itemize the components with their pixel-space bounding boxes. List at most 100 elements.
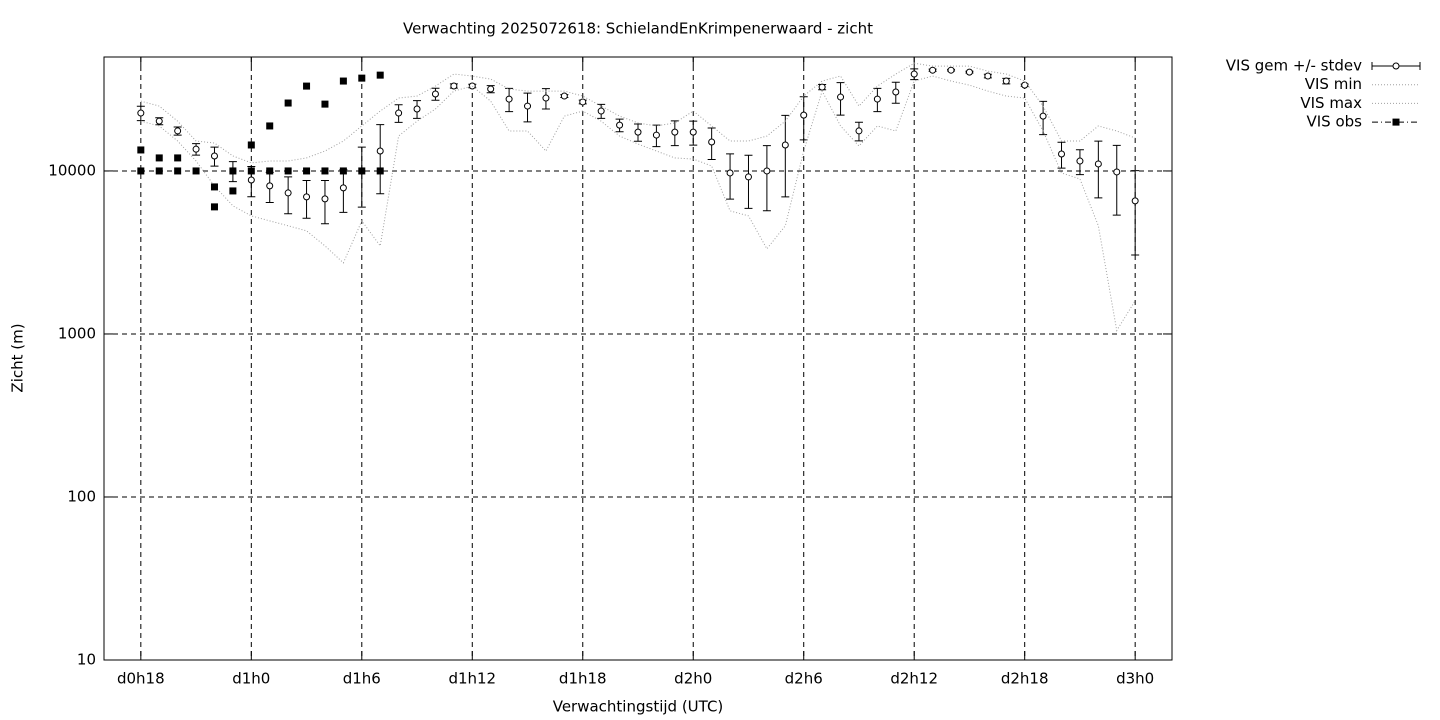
obs-point [303,82,311,90]
mean-point [155,117,163,125]
legend-label: VIS min [1305,75,1362,93]
y-tick-label: 1000 [58,324,96,342]
mean-point [671,128,679,136]
obs-point [321,167,329,175]
mean-point [487,85,495,93]
mean-point [1058,150,1066,158]
obs-point [339,77,347,85]
mean-point [1113,168,1121,176]
error-bar [726,153,735,200]
error-bar [1112,144,1121,216]
mean-point [818,83,826,91]
mean-point [210,152,218,160]
x-tick-label: d1h12 [448,670,496,688]
chart-title: Verwachting 2025072618: SchielandEnKrimp… [403,20,873,38]
mean-point [560,92,568,100]
mean-point [873,95,881,103]
mean-point [524,102,532,110]
obs-point [247,167,255,175]
obs-point [210,183,218,191]
mean-point [542,94,550,102]
mean-point [837,93,845,101]
obs-point [137,146,145,154]
y-axis-label: Zicht (m) [9,323,27,392]
mean-point [395,109,403,117]
mean-point [376,147,384,155]
mean-point [947,66,955,74]
mean-point [1076,157,1084,165]
mean-point [579,98,587,106]
mean-point [744,173,752,181]
mean-point [137,109,145,117]
mean-point [247,176,255,184]
legend-sample [1392,118,1400,126]
legend-sample [1392,62,1400,70]
mean-point [450,82,458,90]
error-bar [357,146,366,208]
obs-point [284,99,292,107]
mean-point [174,127,182,135]
mean-point [708,138,716,146]
mean-point [284,189,292,197]
obs-point [376,167,384,175]
obs-point [376,71,384,79]
x-tick-label: d0h18 [117,670,165,688]
x-tick-label: d2h6 [785,670,823,688]
y-tick-label: 10 [77,651,96,669]
mean-point [616,121,624,129]
mean-point [192,145,200,153]
mean-point [339,184,347,192]
x-tick-label: d2h12 [890,670,938,688]
mean-point [431,90,439,98]
obs-point [155,167,163,175]
mean-point [1002,77,1010,85]
mean-point [634,128,642,136]
obs-point [229,187,237,195]
x-tick-label: d1h18 [559,670,607,688]
obs-point [155,154,163,162]
mean-point [413,105,421,113]
mean-point [892,88,900,96]
mean-point [1021,81,1029,89]
y-tick-label: 100 [67,487,96,505]
legend-label: VIS gem +/- stdev [1226,57,1362,75]
obs-point [210,203,218,211]
obs-point [339,167,347,175]
obs-point [174,167,182,175]
y-tick-label: 10000 [48,161,96,179]
x-tick-label: d1h0 [232,670,270,688]
x-tick-label: d3h0 [1116,670,1154,688]
mean-point [1094,160,1102,168]
mean-point [1131,197,1139,205]
obs-point [358,74,366,82]
obs-point [192,167,200,175]
legend-label: VIS max [1300,94,1362,112]
error-bar [1094,140,1103,199]
error-bar [762,145,771,212]
mean-point [965,68,973,76]
mean-point [910,70,918,78]
error-bar [1131,170,1140,256]
mean-point [1039,112,1047,120]
obs-point [358,167,366,175]
mean-point [597,107,605,115]
mean-point [984,72,992,80]
mean-point [652,131,660,139]
mean-point [781,141,789,149]
x-tick-label: d2h0 [674,670,712,688]
x-tick-label: d1h6 [343,670,381,688]
mean-point [321,195,329,203]
obs-point [266,122,274,130]
x-axis-label: Verwachtingstijd (UTC) [553,698,724,716]
mean-point [505,95,513,103]
mean-point [303,193,311,201]
mean-point [726,169,734,177]
mean-point [763,167,771,175]
legend-label: VIS obs [1307,113,1363,131]
mean-point [929,66,937,74]
obs-point [247,141,255,149]
mean-point [689,128,697,136]
obs-point [174,154,182,162]
